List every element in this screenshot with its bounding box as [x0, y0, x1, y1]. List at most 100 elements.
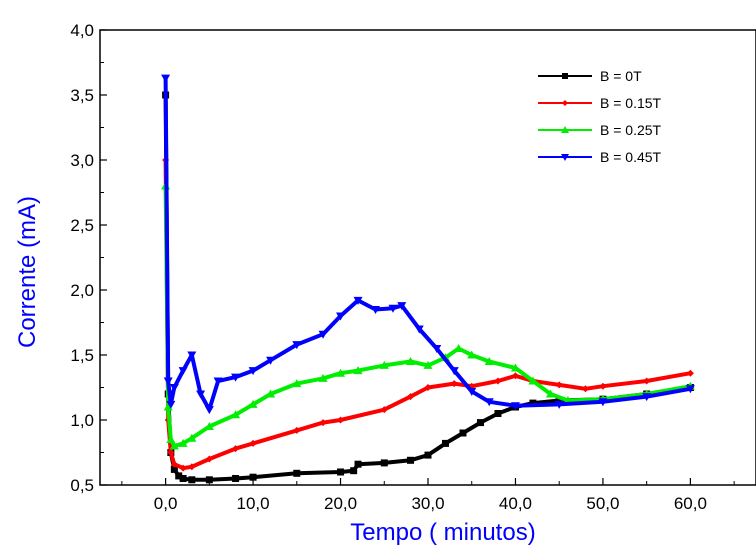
data-point	[380, 459, 388, 467]
data-point	[318, 373, 328, 382]
x-tick-label: 50,0	[586, 494, 619, 513]
data-point	[432, 345, 442, 353]
data-point	[642, 393, 652, 402]
data-point	[178, 367, 188, 376]
data-point	[163, 377, 173, 386]
data-point	[388, 304, 398, 313]
x-tick-label: 20,0	[324, 494, 357, 513]
data-point	[248, 367, 258, 376]
data-point	[319, 419, 327, 427]
series-layer	[161, 74, 695, 484]
data-point	[545, 389, 555, 398]
series-1	[162, 156, 694, 472]
data-point	[397, 302, 407, 311]
data-point	[161, 74, 171, 83]
data-point	[179, 475, 187, 482]
data-point	[476, 419, 484, 427]
data-point	[407, 456, 415, 464]
data-point	[167, 449, 175, 456]
data-point	[248, 399, 258, 408]
data-point	[598, 398, 608, 407]
x-tick-label: 40,0	[499, 494, 532, 513]
data-point	[350, 467, 358, 475]
data-point	[187, 433, 197, 442]
data-point	[562, 100, 568, 106]
data-point	[169, 441, 179, 450]
data-point	[204, 406, 214, 415]
series-3	[161, 74, 695, 415]
data-point	[510, 402, 520, 411]
data-point	[371, 306, 381, 314]
data-point	[554, 400, 564, 409]
data-point	[166, 400, 176, 409]
data-point	[336, 312, 346, 321]
data-point	[511, 372, 519, 380]
data-point	[643, 377, 651, 385]
legend-label: B = 0T	[600, 68, 642, 84]
data-point	[178, 438, 188, 447]
data-point	[353, 366, 363, 375]
y-tick-label: 0,5	[70, 476, 94, 495]
data-point	[686, 369, 694, 377]
data-point	[231, 410, 241, 419]
data-point	[205, 476, 213, 484]
axis-ticks: 0,5 1,0 1,5 2,0 2,5 3,0 3,5 4,0 0,0 10,0 20,0 30,0 4…	[70, 21, 735, 513]
data-point	[581, 385, 589, 393]
data-point	[179, 464, 187, 472]
data-point	[423, 360, 433, 369]
data-point	[424, 451, 432, 459]
data-point	[231, 373, 241, 382]
legend-label: B = 0.25T	[600, 122, 662, 138]
data-point	[406, 357, 416, 365]
data-point	[266, 356, 276, 365]
data-point	[380, 406, 388, 414]
data-point	[529, 399, 537, 407]
legend: B = 0T B = 0.15T B = 0.25T B = 0.45T	[538, 68, 662, 165]
data-point	[188, 463, 196, 471]
data-point	[232, 475, 240, 482]
data-point	[266, 389, 276, 398]
data-point	[336, 368, 346, 377]
data-point	[166, 435, 176, 443]
data-point	[484, 357, 494, 365]
x-tick-label: 60,0	[674, 494, 707, 513]
data-point	[484, 398, 494, 407]
y-tick-label: 1,0	[70, 411, 94, 430]
data-point	[318, 330, 328, 339]
x-tick-label: 30,0	[411, 494, 444, 513]
y-axis-title: Corrente (mA)	[14, 196, 41, 348]
data-point	[204, 422, 214, 430]
data-point	[449, 367, 459, 376]
data-point	[293, 469, 301, 477]
data-point	[450, 380, 458, 388]
data-point	[562, 73, 568, 79]
y-tick-label: 1,5	[70, 346, 94, 365]
data-point	[175, 472, 183, 480]
data-point	[292, 341, 302, 350]
data-point	[249, 439, 257, 447]
data-point	[170, 460, 178, 468]
data-point	[163, 402, 173, 411]
data-point	[467, 350, 477, 359]
data-point	[337, 416, 345, 424]
series-2	[161, 181, 695, 450]
data-point	[169, 384, 179, 392]
data-point	[293, 426, 301, 434]
data-point	[232, 445, 240, 453]
series-line	[163, 159, 691, 471]
data-point	[170, 465, 178, 473]
data-point	[379, 360, 389, 369]
data-point	[249, 473, 257, 481]
data-point	[555, 381, 563, 389]
data-point	[685, 385, 695, 394]
data-point	[467, 387, 477, 396]
data-point	[561, 154, 569, 161]
data-point	[494, 410, 502, 417]
data-point	[528, 376, 538, 385]
data-point	[510, 363, 520, 372]
data-point	[561, 126, 569, 133]
data-point	[213, 377, 223, 386]
series-line	[163, 185, 691, 448]
data-point	[555, 397, 563, 404]
data-point	[354, 460, 362, 468]
